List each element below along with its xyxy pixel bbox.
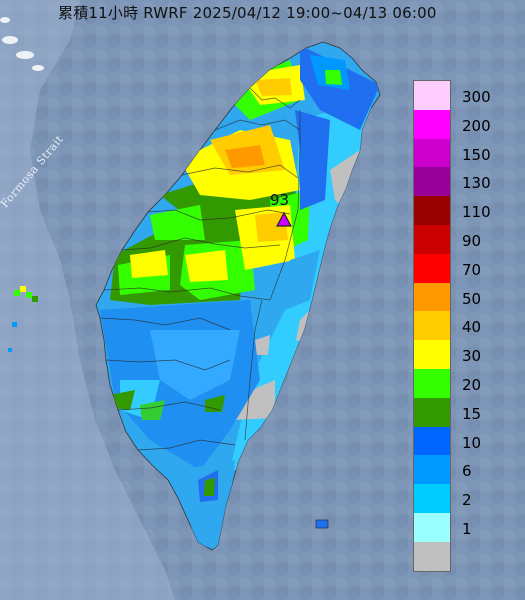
offshore-blue-cell [315,519,329,529]
legend-label: 40 [462,318,482,337]
legend-swatch [414,311,450,341]
offshore-rain-west [8,286,38,352]
legend-swatch [414,397,450,427]
map-title: 累積11小時 RWRF 2025/04/12 19:00~04/13 06:00 [58,4,437,22]
legend-swatch [414,225,450,254]
rainfall-shading [100,45,380,550]
legend-label: 130 [462,174,491,193]
legend-label: 50 [462,289,482,308]
legend-swatch [414,109,450,139]
peak-value: 93 [270,191,290,209]
legend-swatch [414,196,450,225]
legend-label: 1 [462,520,472,538]
peak-marker-icon [275,211,293,227]
legend-label: 15 [462,404,482,423]
legend-label: 150 [462,145,491,164]
legend-label: 6 [462,462,472,481]
legend-label: 10 [462,433,482,452]
legend-swatch [414,513,450,542]
legend-label: 30 [462,347,482,366]
legend-swatch [414,253,450,283]
legend-label: 300 [462,88,491,106]
legend-labels: 300 200 150 130 110 90 70 50 40 30 20 15 10 6 2 1 [462,80,522,580]
county-boundaries [99,87,301,451]
legend-label: 90 [462,232,482,250]
legend-label: 200 [462,116,491,135]
shelf-area [0,0,175,600]
legend-label: 110 [462,203,491,222]
legend-swatch [414,369,450,398]
legend-swatch [414,426,450,456]
legend-swatch [414,340,450,369]
legend-swatch [414,81,450,110]
cloud-patches [0,17,44,71]
legend-swatch [414,484,450,513]
legend-swatch [414,167,450,197]
legend-swatch [414,138,450,168]
legend-label: 70 [462,260,482,279]
legend-swatch [414,455,450,485]
legend-label: 20 [462,376,482,394]
legend-swatch [414,541,450,571]
legend-swatch [414,282,450,312]
legend-label: 2 [462,491,472,510]
color-legend [413,80,451,572]
